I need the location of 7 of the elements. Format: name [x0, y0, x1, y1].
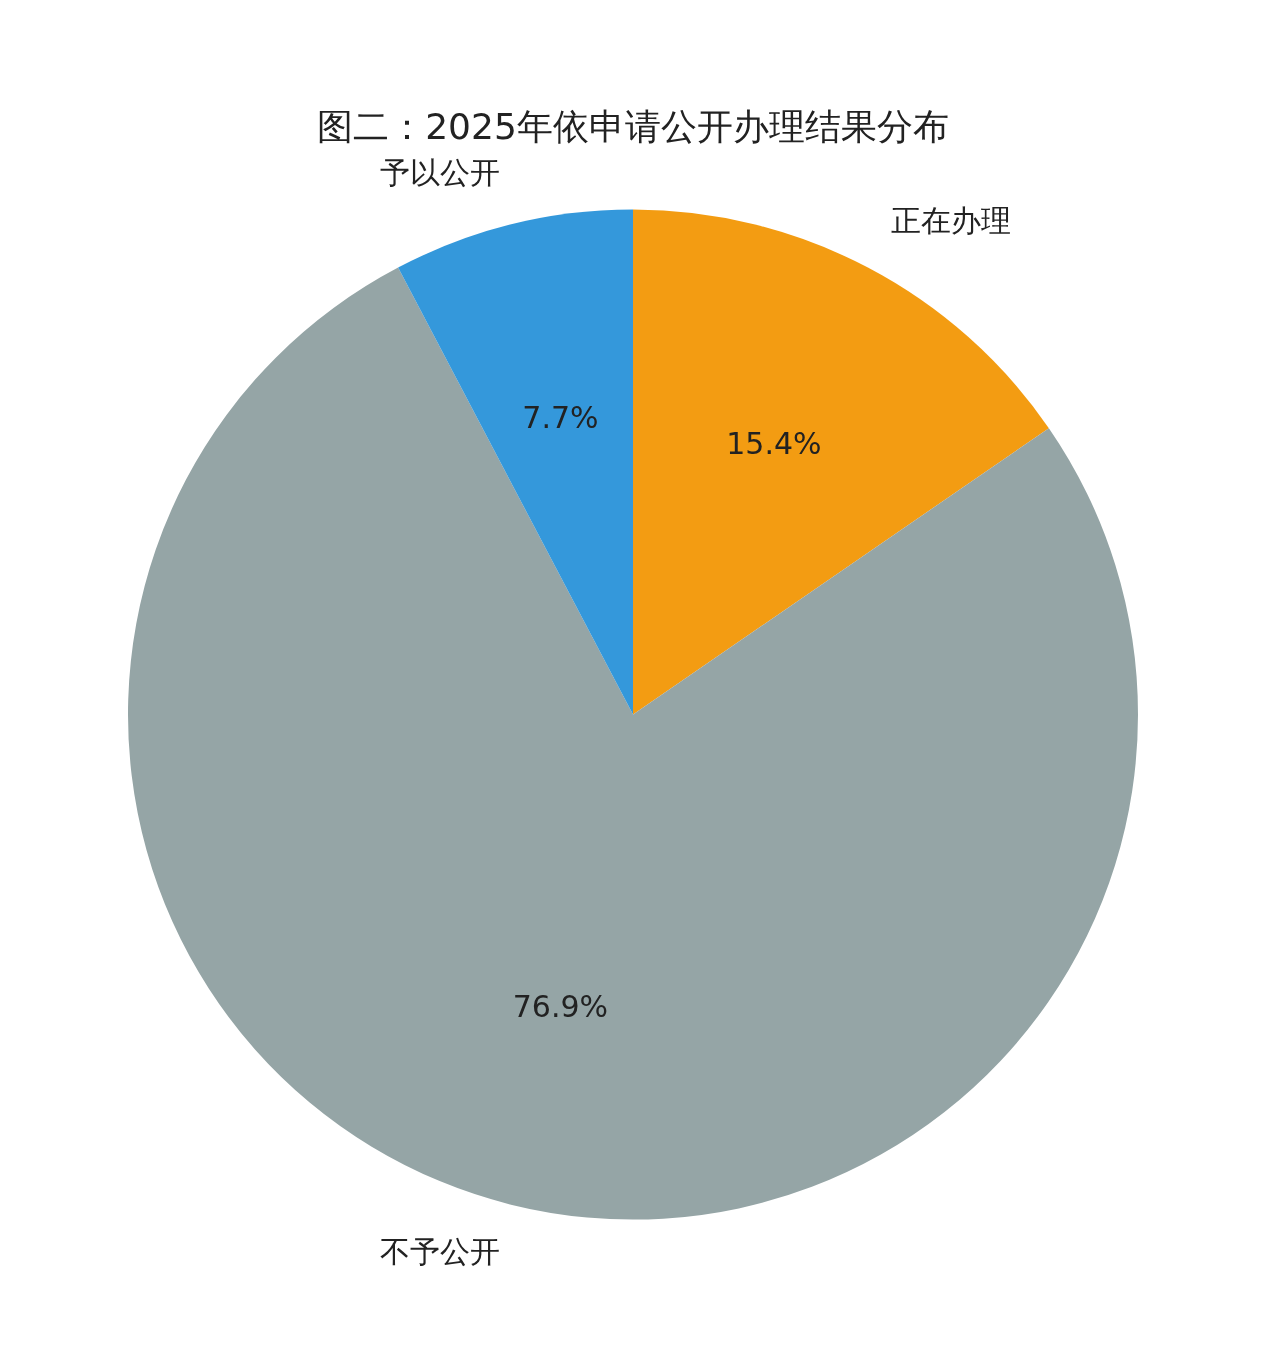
- slice-label: 不予公开: [379, 1233, 500, 1269]
- data-label: 7.7%: [522, 400, 599, 436]
- slice-label: 予以公开: [379, 155, 500, 191]
- data-label: 15.4%: [726, 426, 822, 462]
- data-label: 76.9%: [512, 988, 609, 1024]
- chart-title: 图二：2025年依申请公开办理结果分布: [317, 105, 949, 147]
- slice-label: 正在办理: [891, 202, 1012, 238]
